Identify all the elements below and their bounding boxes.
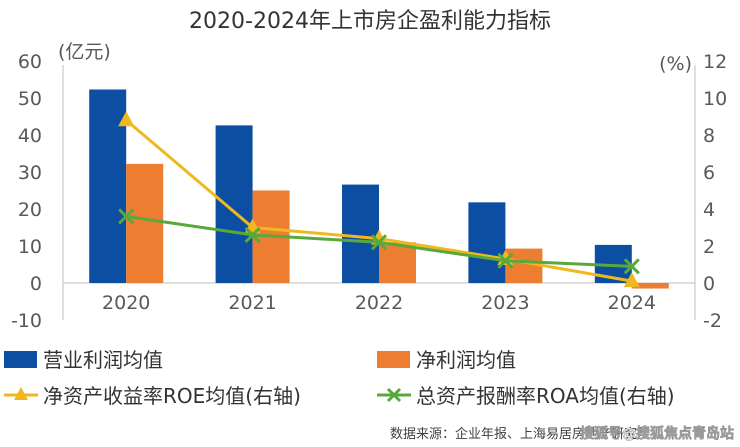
left-axis-unit: (亿元): [58, 41, 111, 63]
left-axis-ticks: -10 0 10 20 30 40 50 60: [11, 51, 42, 332]
point-roe: [118, 111, 135, 127]
watermark: 搜狐号@搜狐焦点青岛站: [580, 425, 734, 442]
right-tick-label: 12: [703, 51, 727, 73]
x-tick-label: 2024: [608, 292, 656, 314]
x-tick-label: 2021: [228, 292, 276, 314]
bar-operating-profit: [342, 184, 379, 283]
legend: 营业利润均值 净利润均值 净资产收益率ROE均值(右轴) 总资产报酬率ROA均值…: [4, 348, 675, 408]
point-roa: [370, 234, 388, 251]
legend-label-roe: 净资产收益率ROE均值(右轴): [43, 384, 301, 408]
left-tick-label: 30: [18, 162, 42, 184]
left-tick-label: 20: [18, 199, 42, 221]
right-axis-unit: (%): [659, 53, 692, 75]
point-roa: [497, 252, 514, 269]
left-tick-label: 50: [18, 88, 42, 110]
right-axis-ticks: -2 0 2 4 6 8 10 12: [703, 51, 727, 332]
legend-label-operating-profit: 营业利润均值: [43, 348, 163, 372]
left-tick-label: -10: [11, 310, 42, 332]
point-roe: [623, 272, 640, 288]
right-tick-label: 2: [703, 236, 715, 258]
bar-net-profit: [631, 283, 669, 289]
line-marks: [118, 111, 640, 288]
legend-swatch-operating-profit: [4, 351, 37, 368]
bar-operating-profit: [468, 202, 506, 283]
chart-title: 2020-2024年上市房企盈利能力指标: [189, 9, 551, 34]
legend-label-net-profit: 净利润均值: [416, 348, 516, 372]
right-tick-label: 0: [703, 273, 715, 295]
right-tick-label: 8: [703, 125, 715, 147]
legend-marker-roa-x: [386, 387, 402, 403]
x-tick-label: 2020: [102, 292, 150, 314]
point-roa: [244, 226, 261, 243]
x-axis-labels: 2020 2021 2022 2023 2024: [102, 292, 656, 314]
right-tick-label: 10: [703, 88, 727, 110]
legend-marker-roe-triangle: [14, 387, 28, 400]
source-note: 数据来源：企业年报、上海易居房地产研究院: [390, 426, 650, 442]
legend-swatch-net-profit: [377, 351, 410, 368]
x-tick-label: 2023: [481, 292, 529, 314]
left-tick-label: 0: [30, 273, 42, 295]
legend-label-roa: 总资产报酬率ROA均值(右轴): [416, 384, 675, 408]
x-tick-label: 2022: [355, 292, 403, 314]
point-roa: [623, 258, 640, 275]
left-tick-label: 40: [18, 125, 42, 147]
right-tick-label: 4: [703, 199, 715, 221]
right-tick-label: -2: [703, 310, 722, 332]
left-tick-label: 60: [18, 51, 42, 73]
point-roa: [118, 208, 135, 225]
bar-marks: [89, 89, 669, 289]
bar-operating-profit: [89, 89, 127, 284]
bar-operating-profit: [215, 125, 253, 283]
right-tick-label: 6: [703, 162, 715, 184]
left-tick-label: 10: [18, 236, 42, 258]
